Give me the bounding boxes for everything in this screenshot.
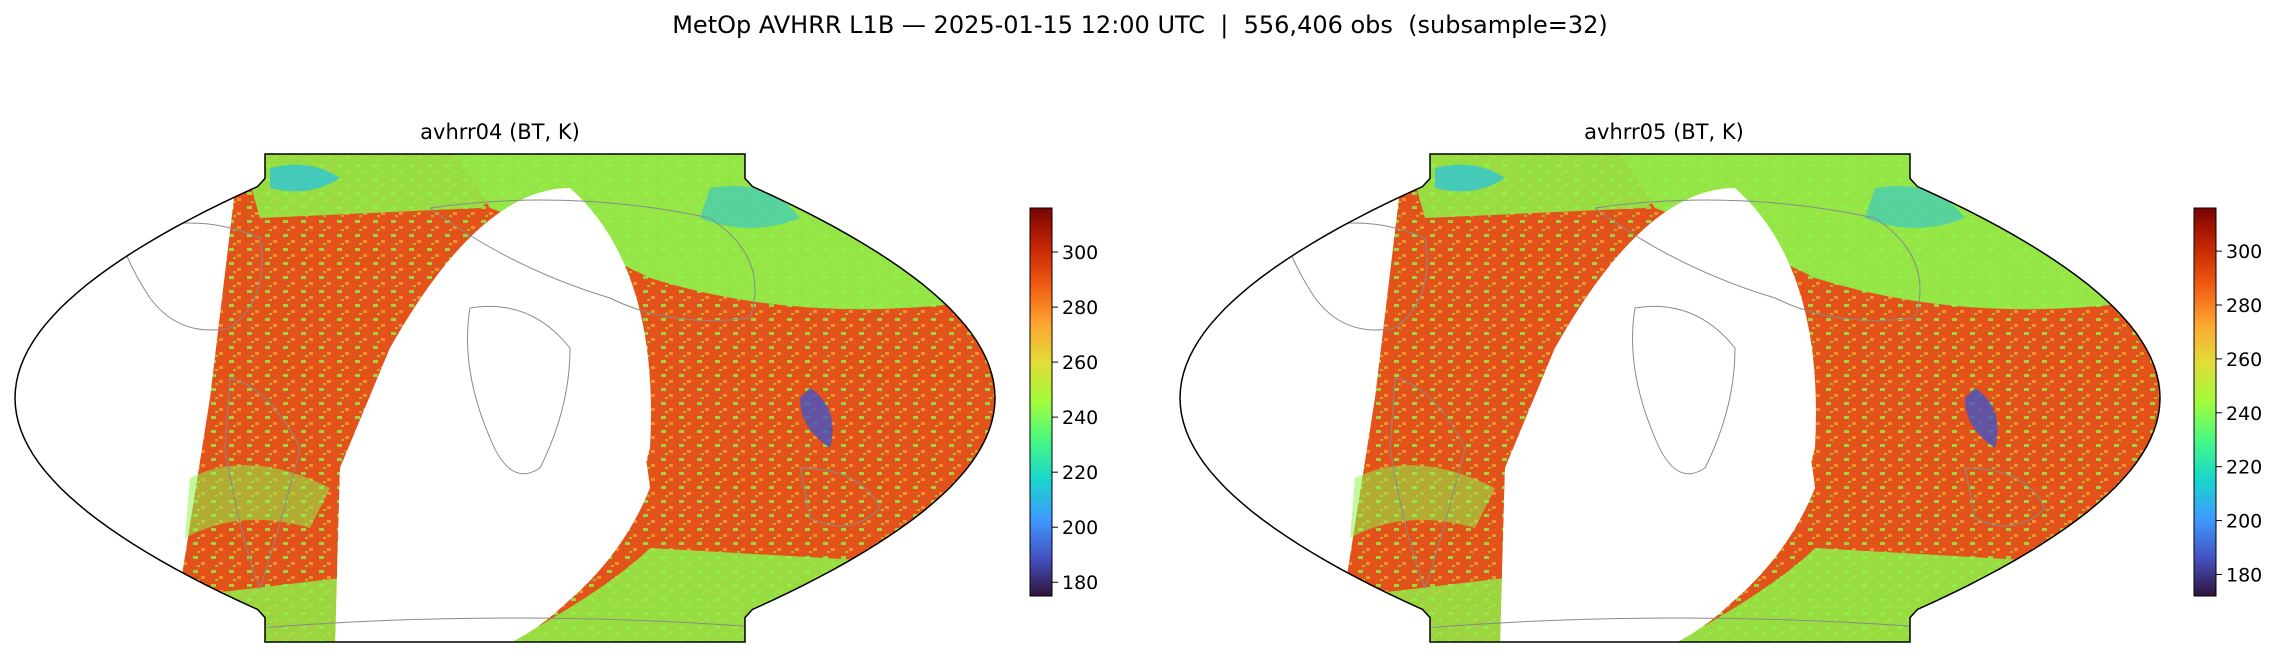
map-boundary [14,153,996,643]
figure-title: MetOp AVHRR L1B — 2025-01-15 12:00 UTC |… [672,11,1608,39]
colorbar-gradient [1029,207,1053,597]
colorbar-tick-label: 220 [2226,457,2262,479]
colorbar-gradient [2193,207,2217,597]
map-avhrr05 [1179,153,2161,643]
colorbar-tick-label: 240 [1062,407,1098,429]
colorbar-tick-label: 200 [2226,511,2262,533]
colorbar-tick-label: 260 [2226,349,2262,371]
colorbar-tick-label: 240 [2226,403,2262,425]
colorbar-avhrr04: 180 200 220 240 260 280 300 [1029,207,1098,597]
colorbar-tick-label: 280 [1062,297,1098,319]
panel-title-avhrr04: avhrr04 (BT, K) [420,120,580,144]
colorbar-tick-label: 220 [1062,462,1098,484]
colorbar-avhrr05: 180 200 220 240 260 280 300 [2193,207,2262,597]
map-avhrr04 [14,153,996,643]
panel-title-avhrr05: avhrr05 (BT, K) [1584,120,1744,144]
colorbar-tick-label: 300 [2226,241,2262,263]
colorbar-tick-label: 300 [1062,242,1098,264]
colorbar-tick-label: 260 [1062,352,1098,374]
colorbar-tick-label: 280 [2226,295,2262,317]
colorbar-tick-label: 200 [1062,517,1098,539]
colorbar-tick-label: 180 [1062,572,1098,594]
map-boundary [1179,153,2161,643]
colorbar-tick-label: 180 [2226,564,2262,586]
